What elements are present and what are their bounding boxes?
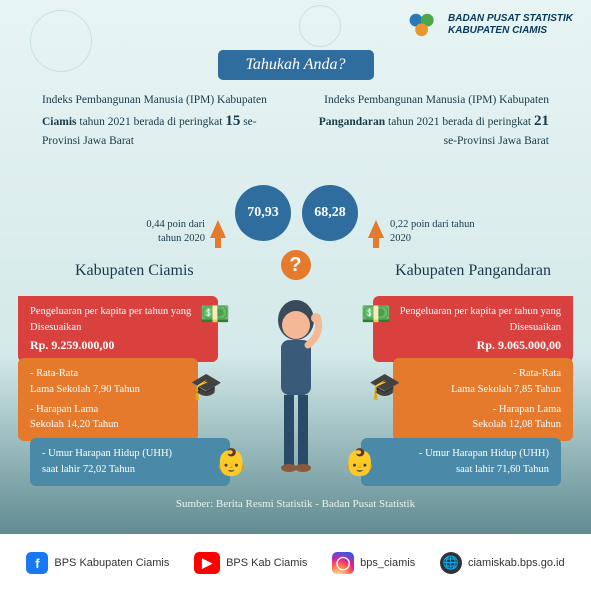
instagram-link[interactable]: ◯ bps_ciamis: [332, 552, 415, 574]
globe-icon: 🌐: [440, 552, 462, 574]
card-sekolah-right: - Rata-Rata Lama Sekolah 7,85 Tahun - Ha…: [393, 358, 573, 441]
arrow-up-icon: [210, 220, 226, 238]
org-name-2: KABUPATEN CIAMIS: [448, 25, 573, 37]
region-title-left: Kabupaten Ciamis: [75, 262, 194, 280]
books-icon: 🎓: [369, 372, 401, 402]
baby-icon: 👶: [344, 448, 376, 478]
card-pengeluaran-left: Pengeluaran per kapita per tahun yang Di…: [18, 296, 218, 362]
question-mark-icon: ?: [281, 250, 311, 280]
website-link[interactable]: 🌐 ciamiskab.bps.go.id: [440, 552, 565, 574]
card-uhh-right: - Umur Harapan Hidup (UHH) saat lahir 71…: [361, 438, 561, 486]
card-pengeluaran-right: Pengeluaran per kapita per tahun yang Di…: [373, 296, 573, 362]
facebook-link[interactable]: f BPS Kabupaten Ciamis: [26, 552, 169, 574]
footer: f BPS Kabupaten Ciamis ▶ BPS Kab Ciamis …: [0, 534, 591, 592]
arrow-up-icon: [368, 220, 384, 238]
books-icon: 🎓: [190, 372, 222, 402]
ipm-value-ciamis: 70,93: [235, 185, 291, 241]
thinking-person-illustration: [246, 290, 346, 490]
title-banner: Tahukah Anda?: [217, 50, 373, 80]
org-name-1: BADAN PUSAT STATISTIK: [448, 13, 573, 25]
card-sekolah-left: - Rata-Rata Lama Sekolah 7,90 Tahun - Ha…: [18, 358, 198, 441]
delta-ciamis: 0,44 poin dari tahun 2020: [130, 218, 205, 245]
money-icon: 💵: [200, 300, 230, 329]
fact-pangandaran: Indeks Pembangunan Manusia (IPM) Kabupat…: [314, 92, 549, 151]
instagram-icon: ◯: [332, 552, 354, 574]
youtube-link[interactable]: ▶ BPS Kab Ciamis: [194, 552, 307, 574]
ipm-value-pangandaran: 68,28: [302, 185, 358, 241]
region-title-right: Kabupaten Pangandaran: [395, 262, 551, 280]
baby-icon: 👶: [215, 448, 247, 478]
youtube-icon: ▶: [194, 552, 220, 574]
delta-pangandaran: 0,22 poin dari tahun 2020: [390, 218, 480, 245]
source-text: Sumber: Berita Resmi Statistik - Badan P…: [0, 498, 591, 510]
card-uhh-left: - Umur Harapan Hidup (UHH) saat lahir 72…: [30, 438, 230, 486]
bps-logo: [408, 12, 440, 38]
facebook-icon: f: [26, 552, 48, 574]
fact-ciamis: Indeks Pembangunan Manusia (IPM) Kabupat…: [42, 92, 277, 151]
money-icon: 💵: [361, 300, 391, 329]
header: BADAN PUSAT STATISTIK KABUPATEN CIAMIS: [408, 12, 573, 38]
